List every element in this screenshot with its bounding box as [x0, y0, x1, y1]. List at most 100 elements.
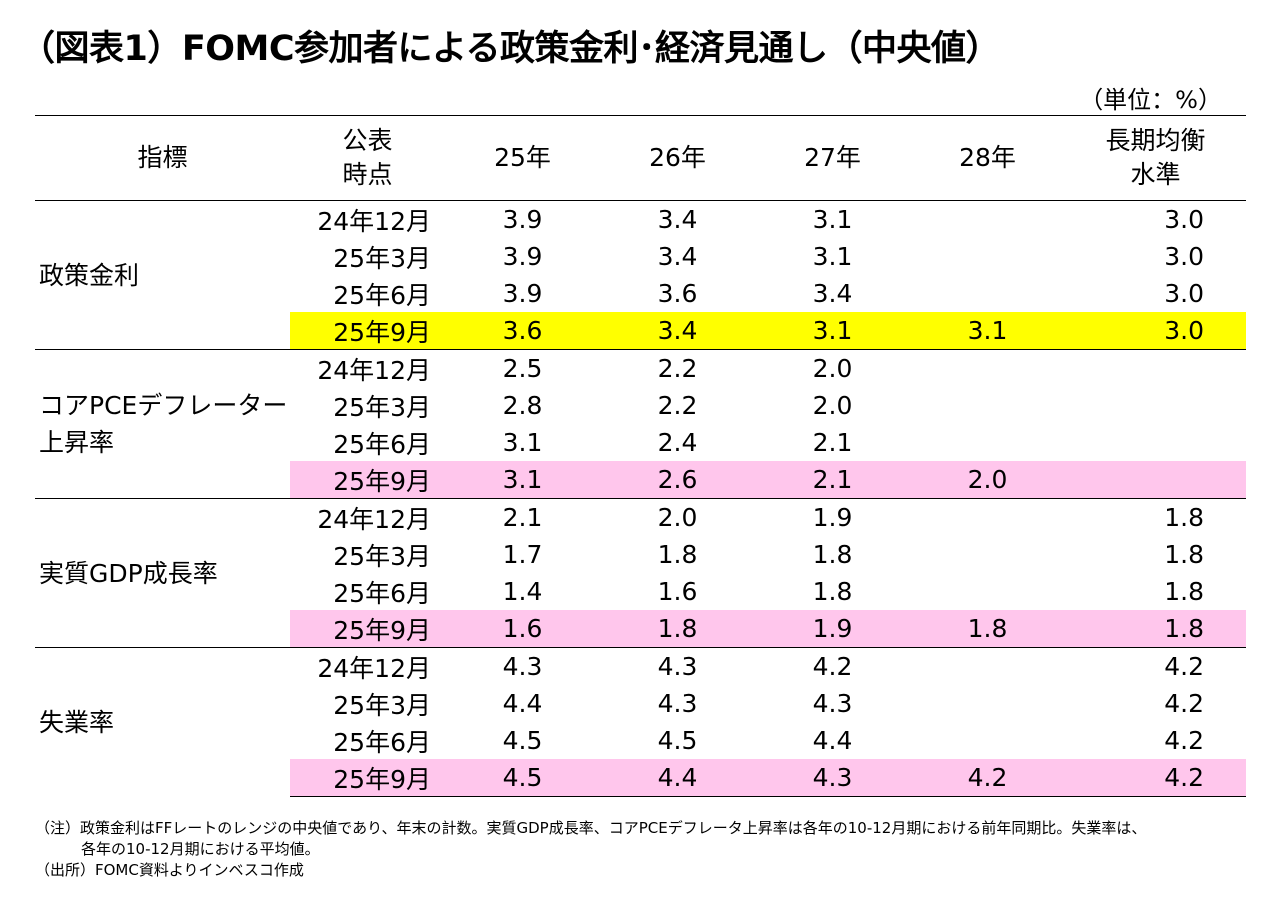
- value-cell-27: 3.4: [812, 279, 853, 308]
- value-cell-26: 4.5: [657, 726, 698, 755]
- table-row: 25年3月 1.7 1.8 1.8 1.8: [35, 536, 1246, 573]
- indicator-name-line: 上昇率: [39, 428, 115, 457]
- announce-date-cell: 25年6月: [333, 578, 431, 608]
- value-cell-26: 3.4: [657, 205, 698, 234]
- indicator-name-line: 実質GDP成長率: [39, 558, 218, 588]
- value-cell-25: 3.9: [502, 242, 543, 271]
- table-row: 25年9月 3.6 3.4 3.1 3.1 3.0: [35, 312, 1246, 350]
- value-cell-28: [910, 722, 1065, 759]
- value-cell-25: 4.4: [502, 689, 543, 718]
- value-cell-28: [910, 424, 1065, 461]
- header-longrun-line1: 長期均衡: [1105, 126, 1206, 155]
- table-row: 25年9月 3.1 2.6 2.1 2.0: [35, 461, 1246, 499]
- value-cell-25: 3.6: [445, 312, 600, 350]
- value-cell-26: 2.2: [657, 391, 698, 420]
- table-row: 25年6月 1.4 1.6 1.8 1.8: [35, 573, 1246, 610]
- header-indicator: 指標: [35, 115, 290, 201]
- value-cell-28: [910, 685, 1065, 722]
- value-cell-27: 1.8: [812, 577, 853, 606]
- value-cell-28: 4.2: [910, 759, 1065, 797]
- header-year-27: 27年: [755, 115, 910, 201]
- value-cell-26: 2.4: [657, 428, 698, 457]
- announce-date-cell: 25年3月: [333, 541, 431, 571]
- table-row: 25年6月 3.9 3.6 3.4 3.0: [35, 275, 1246, 312]
- value-cell-27: 3.1: [812, 205, 853, 234]
- footnotes: （注）政策金利はFFレートのレンジの中央値であり、年末の計数。実質GDP成長率、…: [35, 818, 1146, 881]
- value-cell-27: 1.8: [812, 540, 853, 569]
- value-cell-27: 4.4: [812, 726, 853, 755]
- header-announce-line1: 公表: [342, 126, 393, 155]
- table-row: 25年3月 4.4 4.3 4.3 4.2: [35, 685, 1246, 722]
- table-row: 25年6月 4.5 4.5 4.4 4.2: [35, 722, 1246, 759]
- announce-date-cell: 25年9月: [290, 610, 445, 648]
- indicator-name-line: 政策金利: [39, 260, 140, 290]
- value-cell-25: 2.8: [502, 391, 543, 420]
- value-cell-26: 1.6: [657, 577, 698, 606]
- indicator-name-line: コアPCEデフレーター: [39, 391, 288, 420]
- longrun-cell: 3.0: [1164, 242, 1204, 271]
- value-cell-28: [910, 350, 1065, 388]
- announce-date-cell: 25年6月: [333, 727, 431, 757]
- value-cell-27: 4.3: [755, 759, 910, 797]
- header-announce: 公表 時点: [290, 115, 445, 201]
- announce-date-cell: 24年12月: [317, 504, 431, 534]
- announce-date-cell: 25年3月: [333, 690, 431, 720]
- value-cell-26: 2.6: [600, 461, 755, 499]
- indicator-cell: コアPCEデフレーター 上昇率: [35, 349, 290, 499]
- table-row: 失業率 24年12月 4.3 4.3 4.2 4.2: [35, 648, 1246, 737]
- announce-date-cell: 24年12月: [317, 355, 431, 385]
- longrun-cell: 4.2: [1065, 759, 1246, 797]
- announce-date-cell: 25年9月: [290, 312, 445, 350]
- value-cell-28: [910, 275, 1065, 312]
- value-cell-25: 4.5: [445, 759, 600, 797]
- longrun-cell: 3.0: [1065, 312, 1246, 350]
- page-title: （図表1）FOMC参加者による政策金利･経済見通し（中央値）: [20, 29, 1000, 69]
- announce-date-cell: 24年12月: [317, 206, 431, 236]
- value-cell-25: 3.1: [502, 428, 543, 457]
- longrun-cell: 4.2: [1164, 689, 1204, 718]
- announce-date-cell: 25年9月: [290, 759, 445, 797]
- table-row: コアPCEデフレーター 上昇率 24年12月 2.5 2.2 2.0: [35, 349, 1246, 499]
- value-cell-28: [910, 387, 1065, 424]
- value-cell-28: [910, 648, 1065, 686]
- longrun-cell: 4.2: [1164, 652, 1204, 681]
- table-row: 25年6月 3.1 2.4 2.1: [35, 424, 1246, 461]
- value-cell-28: 3.1: [910, 312, 1065, 350]
- value-cell-28: [910, 201, 1065, 239]
- longrun-cell: 3.0: [1164, 279, 1204, 308]
- value-cell-27: 1.9: [812, 503, 853, 532]
- section-core-pce: コアPCEデフレーター 上昇率 24年12月 2.5 2.2 2.0 25年3月 2.8 2.2…: [35, 349, 1246, 499]
- header-announce-line2: 時点: [342, 160, 393, 189]
- announce-date-cell: 25年3月: [333, 243, 431, 273]
- table-row: 25年3月 3.9 3.4 3.1 3.0: [35, 238, 1246, 275]
- value-cell-27: 2.0: [812, 391, 853, 420]
- longrun-cell: 1.8: [1164, 503, 1204, 532]
- indicator-cell: 実質GDP成長率: [35, 498, 290, 648]
- value-cell-25: 2.5: [502, 354, 543, 383]
- longrun-cell: 1.8: [1164, 577, 1204, 606]
- announce-date-cell: 25年6月: [333, 429, 431, 459]
- value-cell-26: 2.2: [657, 354, 698, 383]
- value-cell-26: 1.8: [600, 610, 755, 648]
- announce-date-cell: 25年3月: [333, 392, 431, 422]
- table-row: 25年9月 1.6 1.8 1.9 1.8 1.8: [35, 610, 1246, 648]
- value-cell-27: 3.1: [812, 242, 853, 271]
- value-cell-28: 2.0: [910, 461, 1065, 499]
- header-year-28: 28年: [910, 115, 1065, 201]
- longrun-cell: 1.8: [1065, 610, 1246, 648]
- value-cell-28: [910, 573, 1065, 610]
- section-unemployment: 失業率 24年12月 4.3 4.3 4.2 4.2 25年3月 4.4 4.3 4.3 4.2 25…: [35, 648, 1246, 797]
- header-year-25: 25年: [445, 115, 600, 201]
- table-row: 政策金利 24年12月 3.9 3.4 3.1 3.0: [35, 200, 1246, 350]
- value-cell-26: 3.4: [600, 312, 755, 350]
- footnote-source: （出所）FOMC資料よりインベスコ作成: [35, 861, 304, 879]
- longrun-cell: [1065, 387, 1246, 424]
- table-header-row: 指標 公表 時点 25年 26年 27年 28年 長期均衡 水準: [35, 115, 1246, 201]
- value-cell-27: 3.1: [755, 312, 910, 350]
- longrun-cell: [1065, 350, 1246, 388]
- value-cell-26: 4.4: [600, 759, 755, 797]
- value-cell-25: 1.7: [502, 540, 543, 569]
- value-cell-27: 2.1: [755, 461, 910, 499]
- value-cell-25: 3.1: [445, 461, 600, 499]
- value-cell-25: 1.4: [502, 577, 543, 606]
